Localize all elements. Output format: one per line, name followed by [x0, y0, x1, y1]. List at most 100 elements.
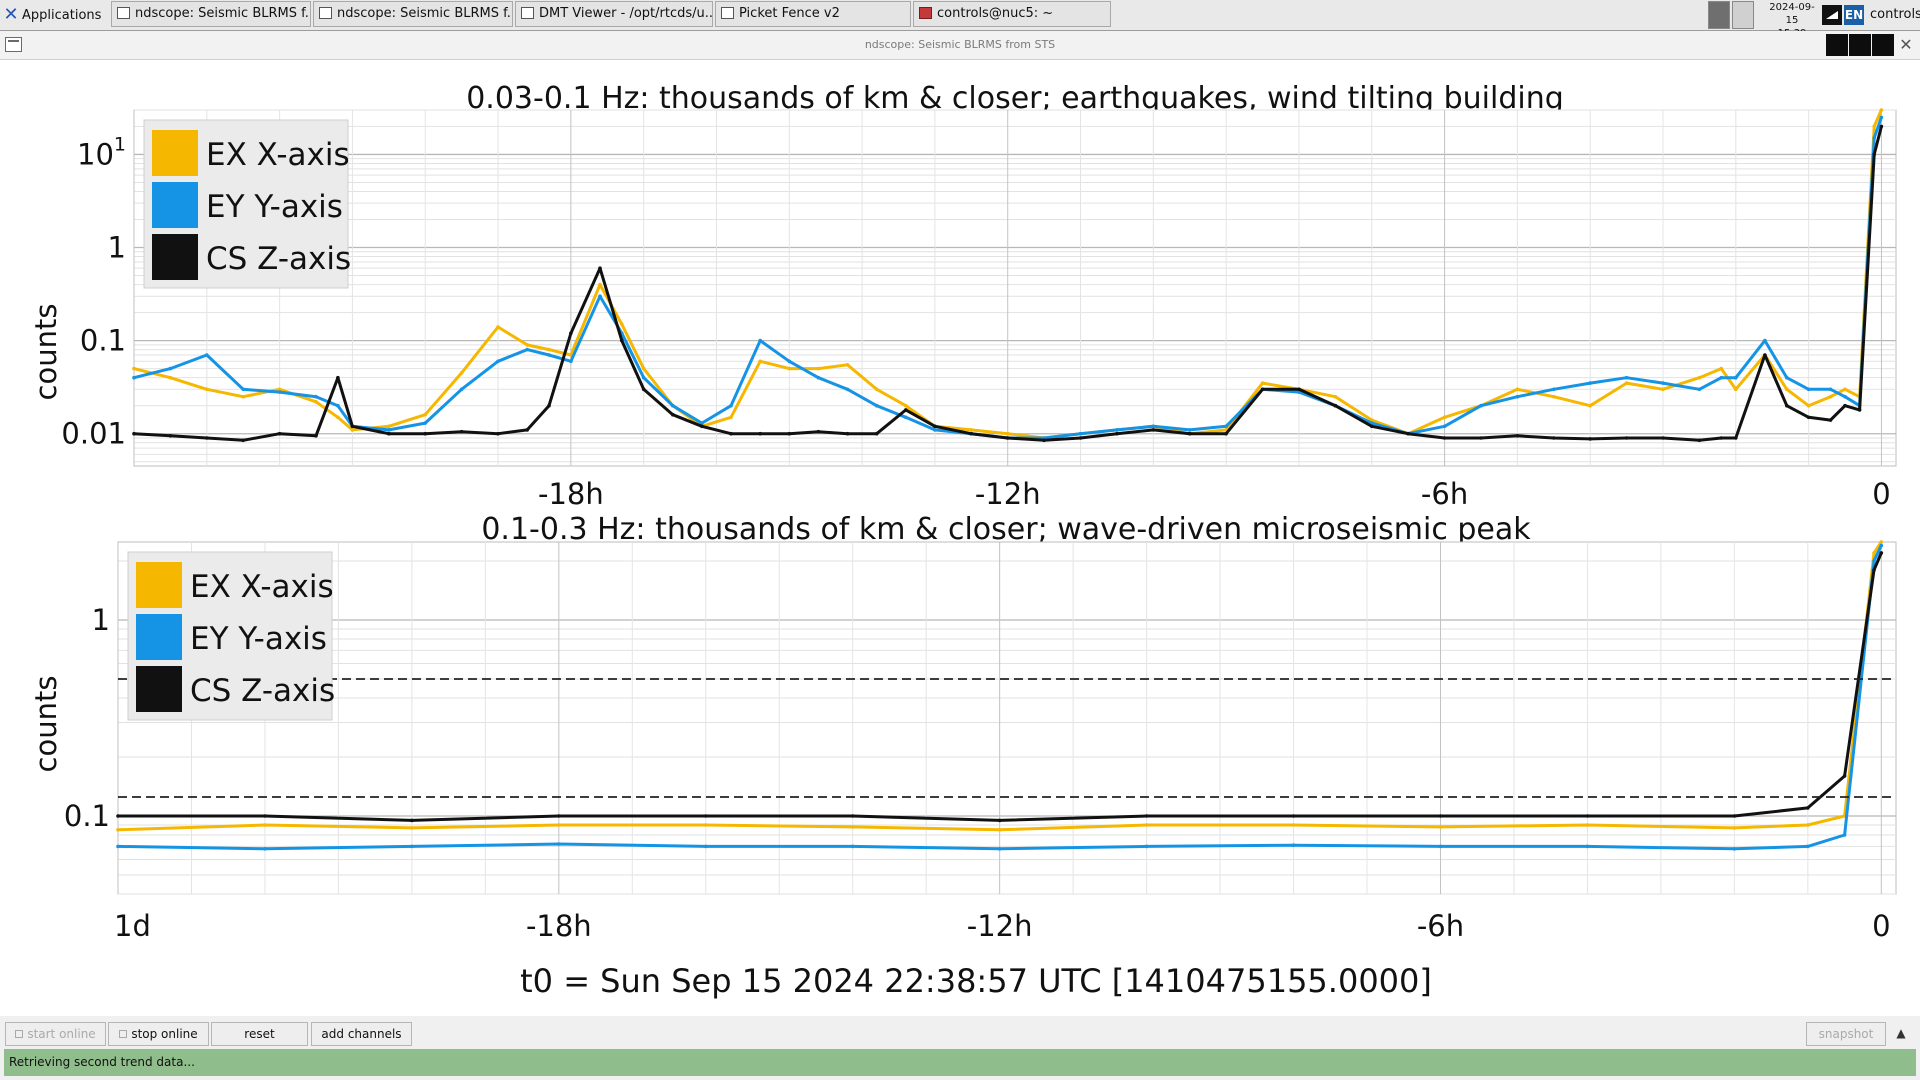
user-menu[interactable]: controls — [1870, 7, 1920, 22]
legend-label-cs-z-axis: CS Z-axis — [206, 241, 351, 277]
data-point-ex-x-axis — [1879, 540, 1884, 544]
data-point-ex-x-axis — [969, 428, 974, 432]
x-tick-label: 0 — [1872, 477, 1890, 511]
data-point-ey-y-axis — [496, 359, 500, 364]
minimize-button[interactable] — [1826, 34, 1848, 56]
y-tick-label: 1 — [92, 603, 110, 637]
clock[interactable]: 2024-09-15 15:39 — [1764, 1, 1820, 39]
reset-button[interactable]: reset — [211, 1022, 308, 1046]
data-point-cs-z-axis — [1406, 431, 1410, 436]
data-point-ex-x-axis — [704, 823, 708, 827]
data-point-cs-z-axis — [1442, 436, 1447, 440]
shade-button[interactable] — [1872, 34, 1894, 56]
task-label: controls@nuc5: ~ — [937, 6, 1054, 21]
keyboard-layout-indicator[interactable]: EN — [1844, 5, 1864, 25]
data-point-cs-z-axis — [671, 412, 675, 417]
window-titlebar[interactable]: ndscope: Seismic BLRMS from STS ✕ — [0, 31, 1920, 60]
task-button-terminal[interactable]: controls@nuc5: ~ — [913, 1, 1111, 27]
data-point-ex-x-axis — [1291, 823, 1296, 827]
data-point-ey-y-axis — [1785, 375, 1789, 380]
data-point-cs-z-axis — [1552, 436, 1556, 440]
data-point-cs-z-axis — [547, 403, 551, 408]
plot-bottom[interactable]: 0.1-0.3 Hz: thousands of km & closer; wa… — [29, 512, 1897, 943]
data-point-cs-z-axis — [598, 266, 602, 270]
data-point-ex-x-axis — [314, 400, 318, 404]
data-point-cs-z-axis — [874, 431, 879, 436]
workspace-1[interactable] — [1708, 1, 1730, 29]
checkbox-icon — [15, 1030, 24, 1038]
data-point-ey-y-axis — [1806, 387, 1811, 392]
legend-label-ey-y-axis: EY Y-axis — [206, 189, 343, 225]
maximize-button[interactable] — [1849, 34, 1871, 56]
data-point-cs-z-axis — [1370, 424, 1374, 429]
data-point-ey-y-axis — [641, 375, 646, 380]
workspace-2[interactable] — [1732, 1, 1754, 29]
data-point-ex-x-axis — [496, 325, 500, 329]
data-point-ey-y-axis — [1842, 833, 1847, 837]
x-tick-label: -6h — [1421, 477, 1468, 511]
data-point-ey-y-axis — [1479, 403, 1483, 408]
data-point-ex-x-axis — [423, 412, 428, 417]
task-button-picket-fence[interactable]: Picket Fence v2 — [715, 1, 911, 27]
task-button-ndscope-1[interactable]: ndscope: Seismic BLRMS f... — [111, 1, 311, 27]
data-point-ex-x-axis — [205, 387, 209, 392]
data-point-ey-y-axis — [525, 347, 529, 352]
data-point-ex-x-axis — [336, 415, 340, 420]
plot-top[interactable]: 0.03-0.1 Hz: thousands of km & closer; e… — [29, 81, 1897, 511]
collapse-arrow-icon[interactable]: ▲ — [1896, 1026, 1906, 1040]
snapshot-button[interactable]: snapshot — [1806, 1022, 1886, 1046]
data-point-ey-y-axis — [205, 353, 209, 357]
x-tick-label: -18h — [538, 477, 604, 511]
data-point-cs-z-axis — [1005, 436, 1010, 440]
data-point-ey-y-axis — [1151, 424, 1156, 429]
task-label: ndscope: Seismic BLRMS f... — [337, 6, 513, 21]
data-point-ex-x-axis — [263, 823, 267, 827]
window-menu-icon[interactable] — [5, 37, 22, 52]
data-point-ex-x-axis — [1438, 825, 1443, 829]
data-point-ey-y-axis — [671, 403, 675, 408]
close-icon[interactable]: ✕ — [1899, 35, 1913, 54]
legend-label-ex-x-axis: EX X-axis — [190, 569, 334, 605]
data-point-ey-y-axis — [277, 390, 282, 394]
data-point-cs-z-axis — [1588, 437, 1592, 441]
stop-online-button[interactable]: stop online — [108, 1022, 209, 1046]
data-point-ey-y-axis — [1843, 394, 1847, 399]
add-channels-button[interactable]: add channels — [311, 1022, 412, 1046]
data-point-ey-y-axis — [1734, 375, 1738, 380]
data-point-ey-y-axis — [116, 844, 120, 849]
data-point-cs-z-axis — [700, 424, 704, 429]
task-button-dmt-viewer[interactable]: DMT Viewer - /opt/rtcds/u... — [515, 1, 713, 27]
data-point-ey-y-axis — [1806, 844, 1810, 849]
data-point-ey-y-axis — [387, 428, 391, 432]
data-point-ey-y-axis — [569, 359, 573, 364]
plot-bottom-frame — [117, 541, 1897, 895]
applications-menu[interactable]: ✕ Applications — [0, 0, 101, 30]
data-point-ex-x-axis — [787, 366, 792, 371]
x-tick-label: -12h — [967, 909, 1033, 943]
data-point-ex-x-axis — [547, 347, 551, 352]
data-point-cs-z-axis — [1333, 403, 1338, 408]
reset-label: reset — [244, 1027, 275, 1041]
y-tick-label: 1 — [108, 231, 126, 265]
data-point-ex-x-axis — [1697, 375, 1702, 380]
data-point-cs-z-axis — [641, 387, 646, 392]
data-point-cs-z-axis — [1763, 353, 1767, 357]
plot-bottom-legend[interactable]: EX X-axis EY Y-axis CS Z-axis — [127, 551, 335, 721]
task-button-ndscope-2[interactable]: ndscope: Seismic BLRMS f... — [313, 1, 513, 27]
network-icon[interactable] — [1822, 5, 1842, 25]
data-point-cs-z-axis — [969, 431, 974, 436]
data-point-ey-y-axis — [1585, 844, 1590, 849]
data-point-cs-z-axis — [1879, 551, 1884, 555]
data-point-ex-x-axis — [1872, 551, 1876, 555]
legend-swatch-cs-z-axis — [152, 234, 198, 280]
data-point-ex-x-axis — [904, 403, 908, 408]
data-point-cs-z-axis — [1734, 436, 1738, 440]
data-point-cs-z-axis — [1879, 124, 1884, 129]
start-online-button[interactable]: start online — [5, 1022, 106, 1046]
x-tick-label: -6h — [1417, 909, 1464, 943]
data-point-ex-x-axis — [997, 828, 1002, 832]
data-point-ex-x-axis — [1734, 387, 1738, 392]
plot-top-legend[interactable]: EX X-axis EY Y-axis CS Z-axis — [143, 119, 351, 289]
plot-top-ylabel: counts — [29, 304, 63, 401]
